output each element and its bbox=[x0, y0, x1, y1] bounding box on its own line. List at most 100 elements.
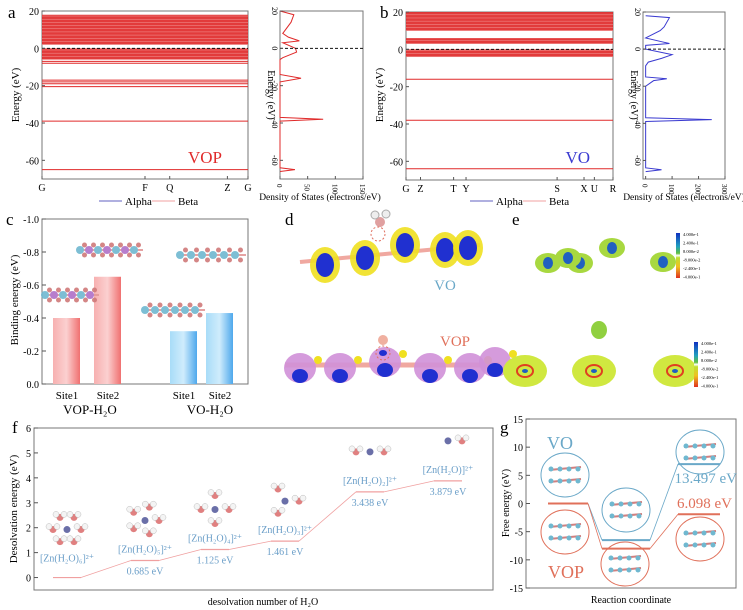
isosurface bbox=[436, 238, 454, 262]
colorbar-tick-label: 2.400e-1 bbox=[683, 241, 699, 246]
x-tick-label: S bbox=[554, 184, 560, 195]
atom bbox=[183, 257, 188, 263]
band-range bbox=[406, 49, 613, 57]
zn-atom bbox=[211, 506, 219, 513]
isosurface bbox=[422, 369, 438, 383]
atom bbox=[197, 312, 203, 318]
atom bbox=[56, 297, 61, 303]
y-tick-label: -40 bbox=[270, 118, 279, 129]
x-tick-label: 100 bbox=[330, 184, 338, 195]
colorbar-tick-label: -4.000e-1 bbox=[701, 384, 718, 389]
panel-label-g: g bbox=[500, 418, 509, 437]
y-tick-label: 5 bbox=[518, 471, 523, 482]
contour-blob bbox=[666, 364, 684, 378]
y-tick-label: -15 bbox=[510, 584, 523, 595]
legend: Alpha Beta bbox=[99, 196, 198, 208]
panel-label-f: f bbox=[12, 418, 18, 437]
atom bbox=[147, 302, 153, 308]
atom bbox=[118, 242, 123, 248]
atom bbox=[635, 555, 641, 561]
atom bbox=[414, 353, 446, 383]
contour-blob bbox=[563, 252, 573, 264]
panel-g-free-energy: 15 10 5 0 -5 -10 -15 VO VOP 13.497 eV 6.098 eV… bbox=[501, 415, 737, 606]
atom bbox=[609, 501, 615, 507]
energy-value-label: 3.438 eV bbox=[352, 498, 389, 509]
isosurface bbox=[377, 363, 393, 377]
atom bbox=[710, 530, 716, 536]
atom bbox=[238, 247, 243, 253]
atom bbox=[74, 287, 79, 293]
atom bbox=[618, 501, 624, 507]
legend-beta-label: Beta bbox=[178, 196, 198, 208]
isosurface bbox=[487, 363, 503, 377]
y-tick-label: 20 bbox=[393, 8, 403, 19]
panel-a-dos: 20 0 -20 -40 -60 0 50 100 150 Energy (eV) Densit… bbox=[259, 7, 381, 203]
atom bbox=[701, 455, 707, 461]
panel-e-charge-slices: 4.000e-1 2.400e-1 8.000e-2 -8.000e-2 -2.400e… bbox=[503, 232, 718, 389]
band-range bbox=[42, 48, 248, 60]
group-label-vop: VOP-H₂O bbox=[63, 402, 117, 417]
panel-c-binding-energy: -1.0 -0.8 -0.6 -0.4 -0.2 0.0 Site1 Site2 Site1 S… bbox=[9, 215, 249, 417]
energy-value-label: 0.685 eV bbox=[127, 566, 164, 577]
connector bbox=[587, 503, 603, 541]
atom bbox=[227, 257, 232, 263]
atom bbox=[369, 347, 401, 377]
plot-frame bbox=[33, 427, 494, 591]
structure-circle bbox=[600, 541, 650, 587]
hydrogen-atom bbox=[291, 494, 299, 502]
atom bbox=[77, 291, 85, 299]
hydrogen-atom bbox=[229, 503, 237, 510]
colorbar bbox=[694, 342, 698, 387]
panel-label-d: d bbox=[285, 210, 294, 229]
hydrogen-atom bbox=[221, 503, 229, 510]
atom bbox=[635, 567, 641, 573]
hydrogen-atom bbox=[45, 523, 53, 530]
colorbar-tick-label: -4.000e-1 bbox=[683, 275, 700, 280]
atom bbox=[216, 257, 221, 263]
isosurface bbox=[292, 369, 308, 383]
structure-circle bbox=[540, 509, 590, 555]
atom bbox=[177, 302, 183, 308]
atom bbox=[370, 210, 380, 220]
energy-value-label: 1.125 eV bbox=[197, 556, 234, 567]
legend-alpha-label: Alpha bbox=[496, 196, 523, 208]
colorbar-tick-label: 8.000e-2 bbox=[701, 358, 717, 363]
species-label: [Zn(H₂O)₅]²⁺ bbox=[118, 544, 172, 555]
species-label: [Zn(H₂O)₃]²⁺ bbox=[258, 525, 312, 536]
isosurface bbox=[399, 350, 407, 358]
atom bbox=[575, 535, 581, 541]
atom bbox=[710, 443, 716, 449]
bond bbox=[548, 478, 582, 483]
colorbar-bottom: 4.000e-1 2.400e-1 8.000e-2 -8.000e-2 -2.400e… bbox=[694, 341, 718, 389]
colorbar-tick-label: 2.400e-1 bbox=[701, 350, 717, 355]
atom bbox=[191, 306, 199, 314]
connector bbox=[383, 480, 435, 493]
panel-d-charge-density: VO VOP bbox=[284, 209, 517, 383]
vop-label: VOP bbox=[548, 562, 584, 582]
y-tick-label: 1 bbox=[26, 549, 31, 560]
hydrogen-atom bbox=[376, 445, 384, 453]
bond bbox=[683, 455, 717, 460]
atom bbox=[692, 542, 698, 548]
atom bbox=[381, 209, 391, 219]
y-tick-label: 4 bbox=[26, 474, 31, 485]
x-tick-label: 100 bbox=[667, 184, 675, 195]
species-label: [Zn(H₂O)₂]²⁺ bbox=[343, 476, 397, 487]
isosurface bbox=[316, 253, 334, 277]
hydrogen-atom bbox=[142, 527, 149, 535]
atom bbox=[50, 291, 58, 299]
hydrogen-atom bbox=[348, 445, 356, 453]
connector bbox=[158, 549, 202, 561]
atom bbox=[109, 252, 114, 258]
y-tick-label: 0 bbox=[26, 574, 31, 585]
atom bbox=[479, 347, 511, 377]
y-tick-label: 3 bbox=[26, 499, 31, 510]
atom bbox=[227, 247, 232, 253]
atom bbox=[284, 353, 316, 383]
contour-blob bbox=[585, 364, 603, 378]
y-tick-label: 20 bbox=[270, 7, 279, 15]
atom bbox=[177, 312, 183, 318]
atom bbox=[103, 246, 111, 254]
atom bbox=[94, 246, 102, 254]
